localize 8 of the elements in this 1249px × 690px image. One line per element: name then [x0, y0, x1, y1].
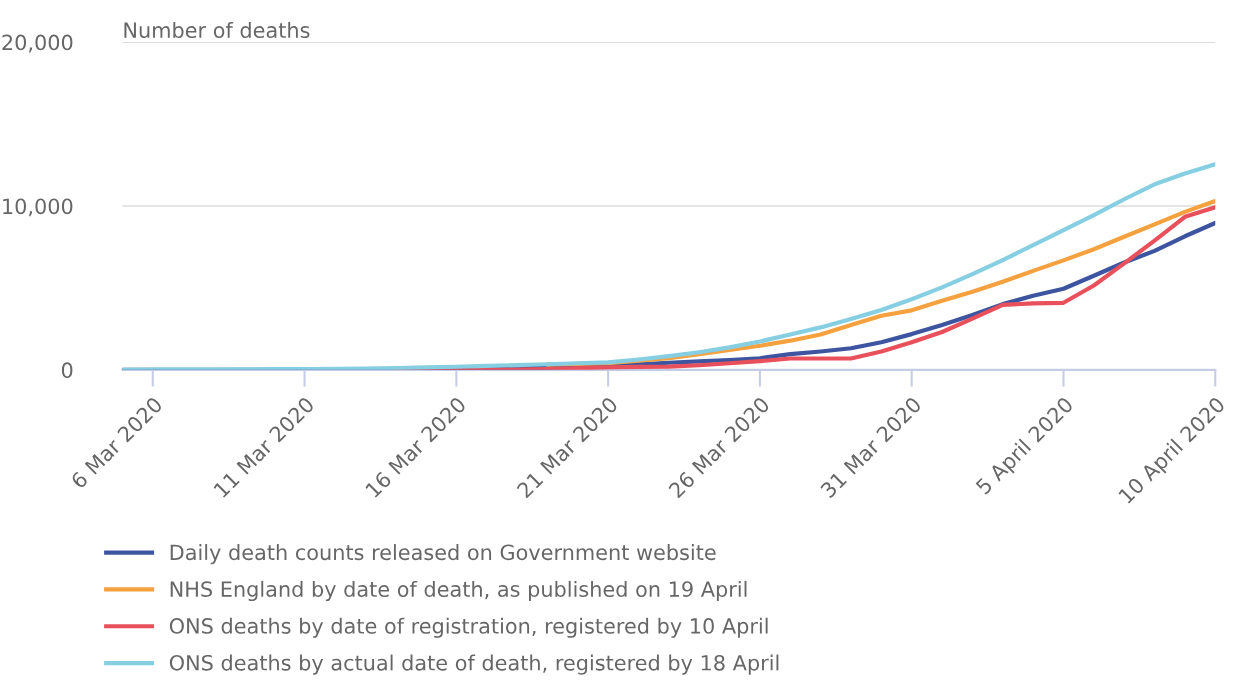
- y-axis-title: Number of deaths: [124, 21, 310, 39]
- legend-label: ONS deaths by date of registration, registered by 10 April: [169, 617, 768, 638]
- y-tick-label: 20,000: [2, 34, 73, 53]
- legend-label: NHS England by date of death, as published on 19 April: [170, 580, 747, 602]
- legend-label: Daily death counts released on Government website: [170, 544, 716, 565]
- y-tick-label: 10,000: [3, 198, 73, 217]
- legend-label: ONS deaths by actual date of death, registered by 18 April: [169, 654, 779, 675]
- y-tick-label: 0: [61, 362, 73, 379]
